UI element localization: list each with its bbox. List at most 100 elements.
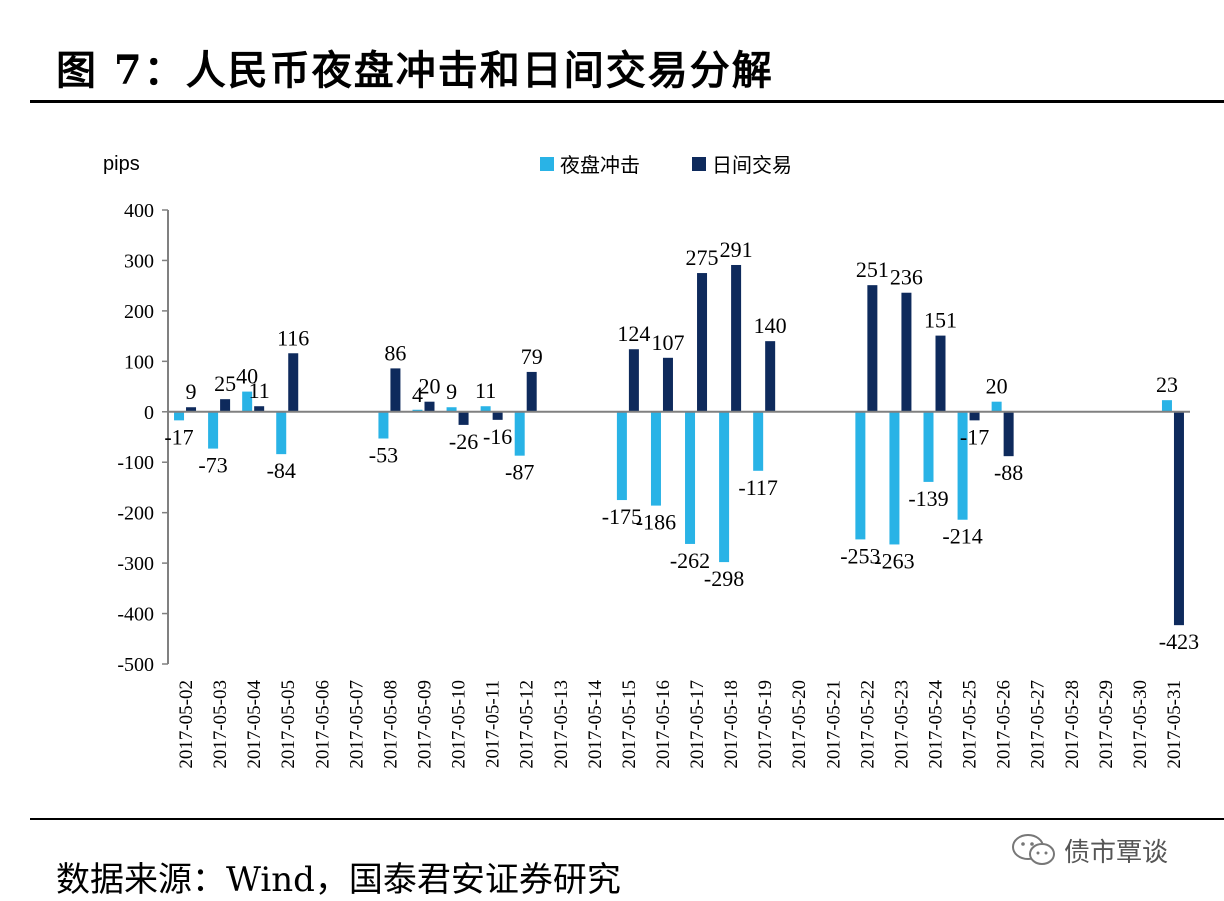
bar-night-2017-05-08 xyxy=(378,411,389,439)
legend: 夜盘冲击 日间交易 xyxy=(540,153,792,177)
bar-night-2017-05-24 xyxy=(923,411,934,482)
y-tick-label: 300 xyxy=(124,250,154,272)
label-day-2017-05-25: -17 xyxy=(960,424,989,449)
label-day-2017-05-16: 107 xyxy=(651,330,684,355)
label-night-2017-05-22: -253 xyxy=(840,543,880,568)
bar-day-2017-05-03 xyxy=(220,399,231,412)
label-day-2017-05-11: -16 xyxy=(483,424,512,449)
bar-night-2017-05-31 xyxy=(1161,400,1172,412)
label-night-2017-05-17: -262 xyxy=(670,548,710,573)
bar-day-2017-05-04 xyxy=(254,406,265,412)
bar-night-2017-05-26 xyxy=(991,401,1002,412)
watermark-text: 债市覃谈 xyxy=(1064,837,1169,868)
x-tick-label: 2017-05-28 xyxy=(1062,680,1083,769)
bar-day-2017-05-08 xyxy=(390,368,401,412)
x-tick-label: 2017-05-09 xyxy=(415,680,436,769)
label-day-2017-05-10: -26 xyxy=(449,429,478,454)
bar-day-2017-05-19 xyxy=(765,341,776,412)
label-night-2017-05-16: -186 xyxy=(636,510,676,535)
bar-night-2017-05-19 xyxy=(753,411,764,471)
y-tick-label: -100 xyxy=(117,452,154,474)
bar-day-2017-05-25 xyxy=(969,411,980,421)
label-night-2017-05-04: 40 xyxy=(236,364,258,389)
bar-day-2017-05-26 xyxy=(1003,411,1014,457)
bar-day-2017-05-24 xyxy=(935,335,946,412)
bar-day-2017-05-16 xyxy=(662,357,673,412)
label-night-2017-05-05: -84 xyxy=(267,458,296,483)
x-tick-label: 2017-05-31 xyxy=(1164,680,1185,769)
bar-night-2017-05-23 xyxy=(889,411,900,545)
bars xyxy=(174,264,1184,626)
x-tick-label: 2017-05-30 xyxy=(1130,680,1151,769)
bar-day-2017-05-23 xyxy=(901,292,912,412)
bar-night-2017-05-10 xyxy=(446,407,457,412)
x-tick-label: 2017-05-05 xyxy=(278,680,299,769)
x-tick-label: 2017-05-04 xyxy=(244,680,265,769)
label-night-2017-05-11: 11 xyxy=(475,378,496,403)
bar-night-2017-05-05 xyxy=(276,411,287,455)
label-day-2017-05-18: 291 xyxy=(720,237,753,262)
x-tick-label: 2017-05-06 xyxy=(312,680,333,769)
label-night-2017-05-26: 20 xyxy=(986,374,1008,399)
x-tick-label: 2017-05-21 xyxy=(823,680,844,769)
x-tick-label: 2017-05-23 xyxy=(891,680,912,769)
x-tick-label: 2017-05-18 xyxy=(721,680,742,769)
bar-night-2017-05-17 xyxy=(685,411,696,544)
x-tick-label: 2017-05-13 xyxy=(551,680,572,769)
label-day-2017-05-26: -88 xyxy=(994,460,1023,485)
label-night-2017-05-24: -139 xyxy=(908,486,948,511)
legend-label-night: 夜盘冲击 xyxy=(560,153,640,177)
bar-night-2017-05-12 xyxy=(514,411,525,456)
x-tick-label: 2017-05-25 xyxy=(960,680,981,769)
bar-day-2017-05-12 xyxy=(526,371,537,412)
bar-day-2017-05-17 xyxy=(697,273,708,412)
label-night-2017-05-23: -263 xyxy=(874,548,914,573)
y-tick-label: -200 xyxy=(117,503,154,525)
label-night-2017-05-10: 9 xyxy=(446,379,457,404)
title-rule xyxy=(30,100,1224,103)
y-tick-label: 0 xyxy=(144,402,154,424)
label-day-2017-05-22: 251 xyxy=(856,257,889,282)
x-tick-label: 2017-05-08 xyxy=(380,680,401,769)
legend-swatch-night xyxy=(540,157,554,171)
label-night-2017-05-15: -175 xyxy=(602,504,642,529)
bar-chart: pips 夜盘冲击 日间交易 400 300 200 100 0 -100 -200 -300… xyxy=(103,153,1199,769)
x-tick-label: 2017-05-10 xyxy=(449,680,470,769)
x-tick-label: 2017-05-03 xyxy=(210,680,231,769)
x-tick-label: 2017-05-12 xyxy=(517,680,538,769)
label-day-2017-05-24: 151 xyxy=(924,308,957,333)
x-tick-label: 2017-05-19 xyxy=(755,680,776,769)
figure-title: 图 7：人民币夜盘冲击和日间交易分解 xyxy=(56,47,774,94)
label-day-2017-05-04: 11 xyxy=(249,378,270,403)
x-tick-label: 2017-05-24 xyxy=(926,680,947,769)
x-tick-label: 2017-05-20 xyxy=(789,680,810,769)
y-tick-label: -500 xyxy=(117,654,154,676)
label-night-2017-05-19: -117 xyxy=(738,475,778,500)
label-night-2017-05-25: -214 xyxy=(942,524,982,549)
bar-night-2017-05-16 xyxy=(650,411,661,506)
bar-night-2017-05-25 xyxy=(957,411,968,520)
y-axis-unit: pips xyxy=(103,153,140,175)
x-tick-label: 2017-05-14 xyxy=(585,680,606,769)
label-day-2017-05-02: 9 xyxy=(186,379,197,404)
label-day-2017-05-17: 275 xyxy=(686,245,719,270)
label-day-2017-05-08: 86 xyxy=(384,340,406,365)
x-axis-ticks: 2017-05-02 2017-05-03 2017-05-04 2017-05-05… xyxy=(176,680,1185,769)
bar-night-2017-05-11 xyxy=(480,406,491,412)
bar-day-2017-05-10 xyxy=(458,411,469,425)
bar-night-2017-05-03 xyxy=(208,411,219,449)
label-day-2017-05-19: 140 xyxy=(754,313,787,338)
bar-day-2017-05-15 xyxy=(628,349,639,412)
bar-day-2017-05-31 xyxy=(1173,411,1184,626)
y-tick-label: -300 xyxy=(117,553,154,575)
legend-swatch-day xyxy=(692,157,706,171)
label-day-2017-05-31: -423 xyxy=(1159,629,1199,654)
y-tick-label: -400 xyxy=(117,604,154,626)
bar-day-2017-05-05 xyxy=(288,353,299,412)
y-axis-ticks: 400 300 200 100 0 -100 -200 -300 -400 -500 xyxy=(117,200,168,676)
axes xyxy=(167,210,1190,664)
bar-night-2017-05-02 xyxy=(174,411,185,421)
bar-day-2017-05-09 xyxy=(424,401,435,412)
label-day-2017-05-03: 25 xyxy=(214,371,236,396)
